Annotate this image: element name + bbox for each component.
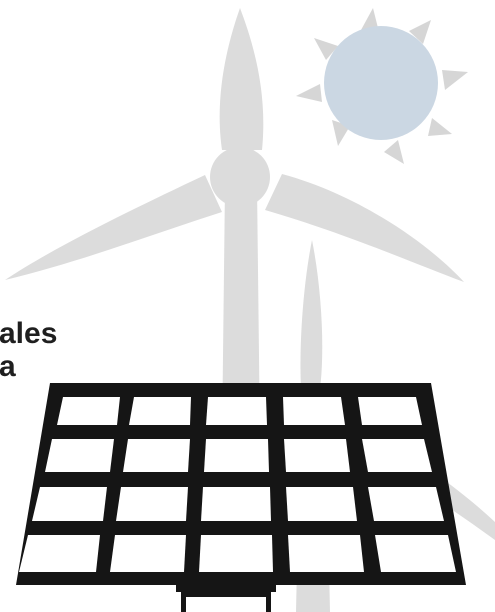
- cropped-text-line-1: ales: [0, 317, 58, 350]
- cropped-text-line-2: a: [0, 350, 16, 383]
- solar-panel-cells: [19, 397, 456, 572]
- solar-panel-icon: [16, 383, 466, 612]
- sun-icon: [296, 8, 468, 164]
